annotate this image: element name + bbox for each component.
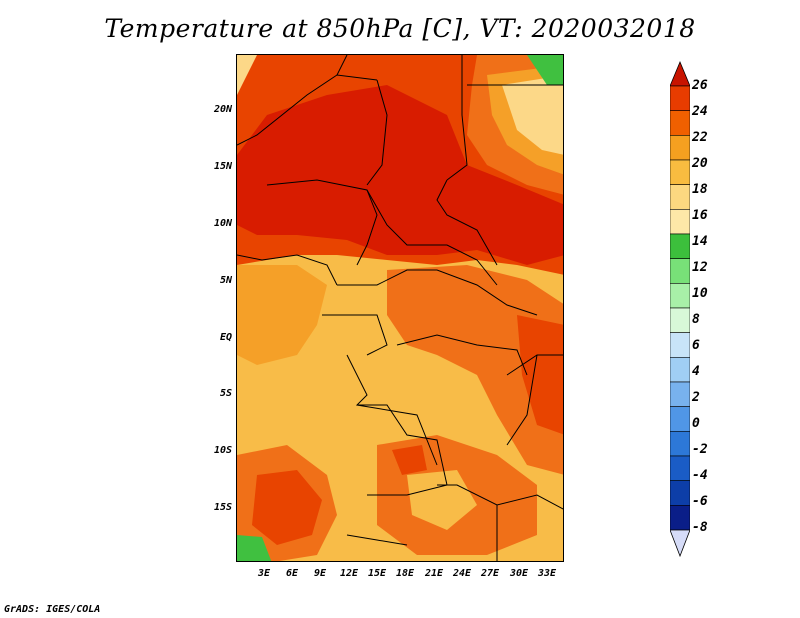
colorbar: [670, 60, 690, 558]
lon-label: 9E: [313, 568, 327, 579]
colorbar-cell: [670, 332, 690, 358]
map-panel: [236, 54, 564, 562]
colorbar-label: 2: [692, 390, 700, 405]
chart-title: Temperature at 850hPa [C], VT: 202003201…: [104, 14, 696, 43]
lon-label: 3E: [257, 568, 271, 579]
lat-label: 10S: [213, 445, 232, 456]
lat-label: 15N: [213, 161, 232, 172]
colorbar-cell: [670, 209, 690, 235]
colorbar-cells: [670, 85, 690, 531]
lon-label: 33E: [537, 568, 557, 579]
lon-label: 12E: [339, 568, 359, 579]
colorbar-label: 4: [692, 364, 700, 379]
lon-label: 15E: [367, 568, 387, 579]
colorbar-cell: [670, 431, 690, 457]
lon-label: 30E: [509, 568, 529, 579]
field-hot-east: [517, 315, 563, 435]
colorbar-label: -2: [692, 442, 708, 457]
lat-label: 15S: [213, 502, 232, 513]
colorbar-label: 26: [692, 78, 708, 93]
colorbar-label: 8: [692, 312, 700, 327]
colorbar-cell: [670, 258, 690, 284]
colorbar-label: 18: [692, 182, 708, 197]
lat-label: 5S: [219, 388, 232, 399]
colorbar-label: 12: [692, 260, 708, 275]
colorbar-cell: [670, 455, 690, 481]
colorbar-label: 6: [692, 338, 700, 353]
field-warm-west: [237, 265, 327, 365]
colorbar-label: -8: [692, 520, 708, 535]
colorbar-upper-arrow: [670, 60, 690, 87]
colorbar-label: 16: [692, 208, 708, 223]
lon-label: 21E: [424, 568, 444, 579]
colorbar-cell: [670, 233, 690, 259]
country-borders: [237, 55, 563, 561]
colorbar-cell: [670, 184, 690, 210]
lat-label: 20N: [213, 104, 232, 115]
lon-label: 27E: [480, 568, 500, 579]
grads-credit: GrADS: IGES/COLA: [4, 604, 101, 615]
colorbar-label: 24: [692, 104, 708, 119]
colorbar-cell: [670, 406, 690, 432]
colorbar-label: 14: [692, 234, 708, 249]
colorbar-cell: [670, 480, 690, 506]
colorbar-label: 10: [692, 286, 708, 301]
colorbar-label: -4: [692, 468, 708, 483]
lon-label: 18E: [395, 568, 415, 579]
colorbar-label: 20: [692, 156, 708, 171]
colorbar-label: 0: [692, 416, 700, 431]
field-hot-south: [392, 445, 427, 475]
colorbar-cell: [670, 110, 690, 136]
colorbar-cell: [670, 357, 690, 383]
colorbar-cell: [670, 283, 690, 309]
lat-label: 5N: [219, 275, 232, 286]
field-pale-ne: [502, 75, 563, 155]
field-hot-sw: [252, 470, 322, 545]
field-light-south: [407, 470, 477, 530]
lat-label: 10N: [213, 218, 232, 229]
lon-label: 6E: [285, 568, 299, 579]
field-green-ne: [527, 55, 563, 85]
colorbar-cell: [670, 505, 690, 531]
colorbar-cell: [670, 135, 690, 161]
colorbar-label: 22: [692, 130, 708, 145]
temperature-field: [237, 55, 563, 561]
colorbar-cell: [670, 159, 690, 185]
colorbar-cell: [670, 307, 690, 333]
colorbar-cell: [670, 381, 690, 407]
lat-label: EQ: [219, 332, 232, 343]
field-very-hot-band: [237, 85, 563, 265]
colorbar-label: -6: [692, 494, 708, 509]
field-green-sw: [237, 535, 272, 561]
colorbar-lower-arrow: [670, 529, 690, 558]
colorbar-cell: [670, 85, 690, 111]
lon-label: 24E: [452, 568, 472, 579]
